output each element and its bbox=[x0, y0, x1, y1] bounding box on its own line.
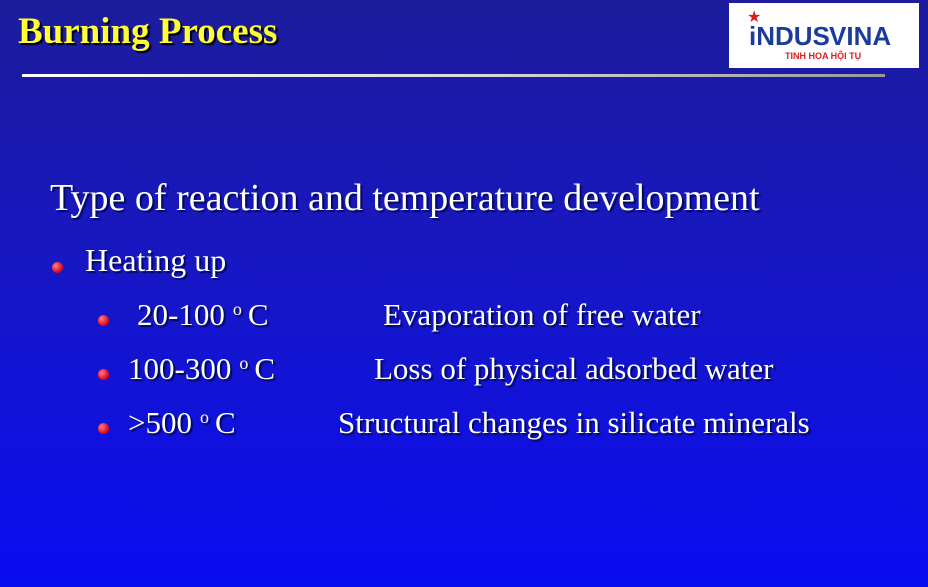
temperature-unit: C bbox=[247, 297, 269, 332]
temperature-unit: C bbox=[254, 351, 276, 386]
logo: ★ iNDUS VINA TINH HOA HỘI TỤ bbox=[729, 3, 919, 68]
temperature-unit: C bbox=[214, 405, 236, 440]
heading: Type of reaction and temperature develop… bbox=[50, 177, 760, 219]
bullet-text: Heating up bbox=[85, 242, 227, 278]
description: Loss of physical adsorbed water bbox=[374, 351, 774, 386]
logo-brand: iNDUS bbox=[749, 21, 830, 51]
temperature-range: >500 bbox=[128, 405, 192, 440]
temperature: 20-100 o C bbox=[137, 297, 269, 333]
temperature: 100-300 o C bbox=[128, 351, 275, 387]
bullet-dot bbox=[52, 262, 63, 273]
slide-title: Burning Process bbox=[18, 11, 278, 52]
description: Evaporation of free water bbox=[383, 297, 701, 332]
title-rule bbox=[22, 74, 885, 77]
logo-star: ★ bbox=[747, 9, 762, 26]
logo-brand: VINA bbox=[829, 21, 892, 51]
logo-tagline: TINH HOA HỘI TỤ bbox=[785, 51, 862, 61]
degree: o bbox=[199, 407, 209, 427]
degree: o bbox=[239, 353, 249, 373]
bullet-dot bbox=[98, 369, 109, 380]
degree: o bbox=[232, 299, 242, 319]
temperature-range: 20-100 bbox=[137, 297, 225, 332]
temperature: >500 o C bbox=[128, 405, 236, 441]
bullet-dot bbox=[98, 423, 109, 434]
temperature-range: 100-300 bbox=[128, 351, 232, 386]
bullet-dot bbox=[98, 315, 109, 326]
description: Structural changes in silicate minerals bbox=[338, 405, 810, 440]
